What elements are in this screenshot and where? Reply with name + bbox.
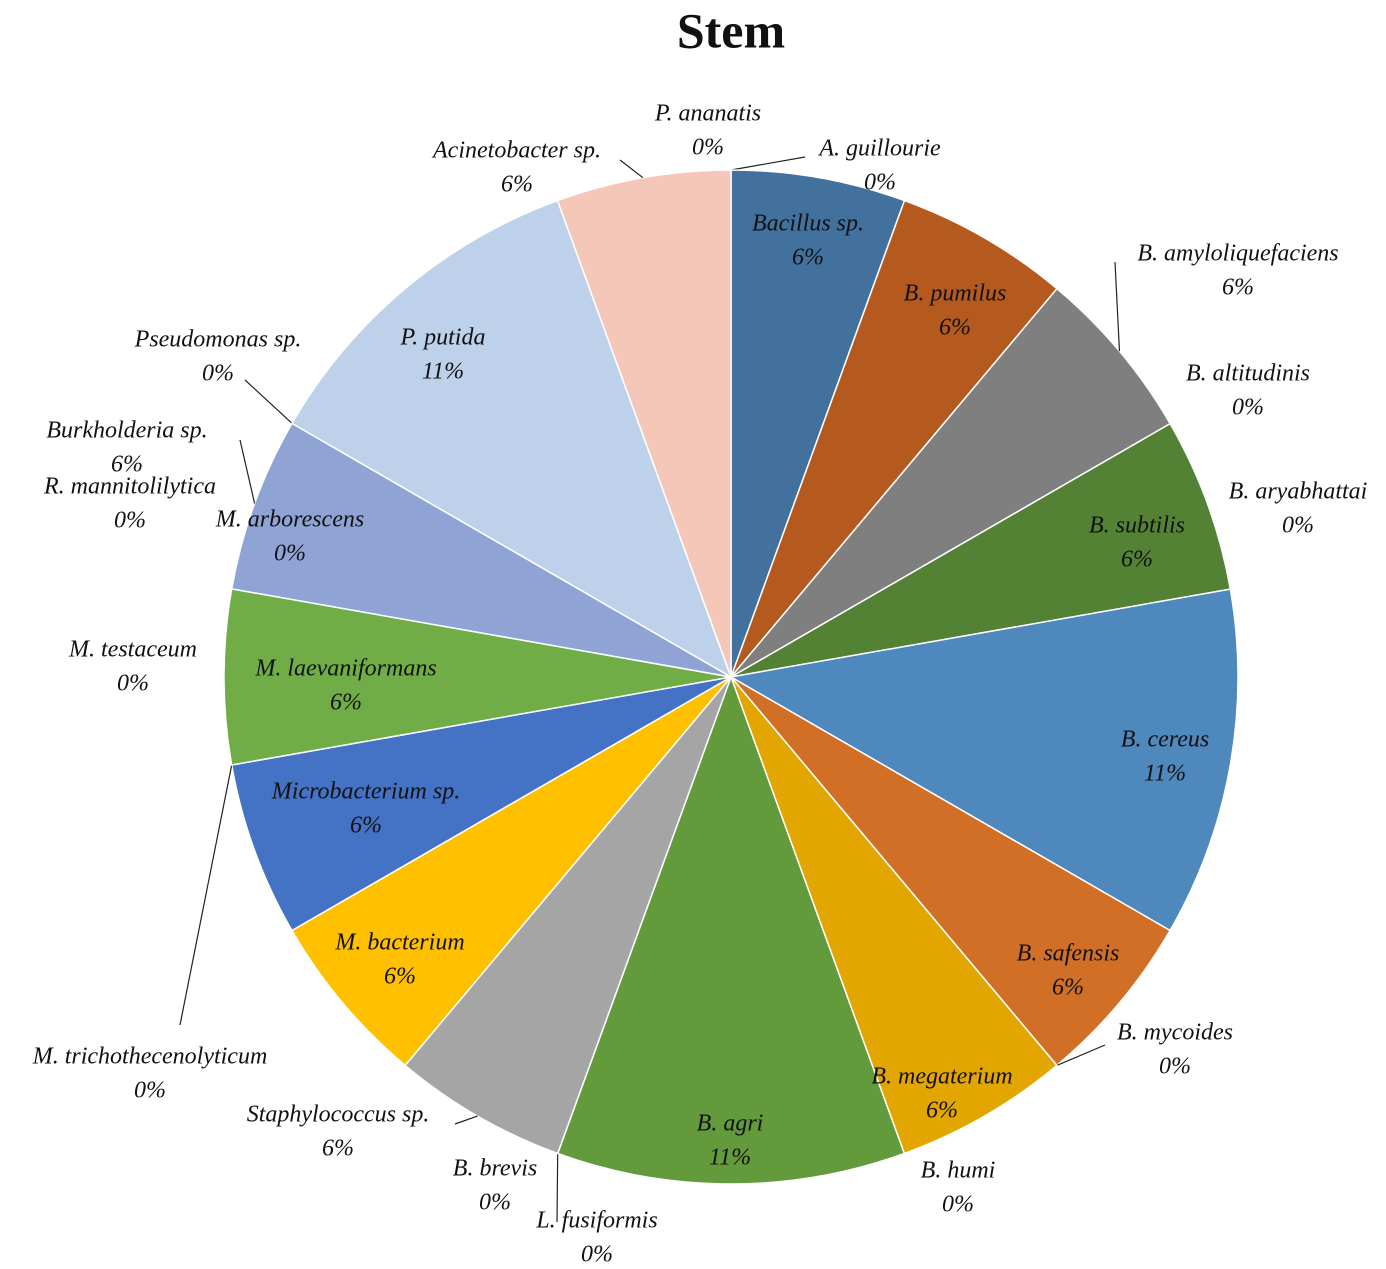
- slice-value-label: 6%: [330, 690, 362, 716]
- slice-value-label: 0%: [202, 361, 234, 387]
- slice-label: B. humi: [921, 1158, 996, 1184]
- slice-label: L. fusiformis: [535, 1208, 657, 1234]
- slice-label: M. testaceum: [68, 637, 197, 663]
- slice-label: M. bacterium: [334, 930, 464, 956]
- slice-value-label: 6%: [926, 1098, 958, 1124]
- pie-slice: [290, 199, 733, 679]
- slice-label: B. safensis: [1017, 941, 1120, 967]
- slice-label: Burkholderia sp.: [46, 418, 207, 444]
- slice-value-label: 6%: [939, 315, 971, 341]
- slice-value-label: 11%: [709, 1145, 751, 1171]
- slice-value-label: 0%: [692, 135, 724, 161]
- leader-line: [556, 1153, 559, 1223]
- slice-value-label: 0%: [864, 170, 896, 196]
- slice-value-label: 6%: [501, 172, 533, 198]
- slice-value-label: 6%: [350, 813, 382, 839]
- slice-value-label: 0%: [1159, 1054, 1191, 1080]
- leader-line: [619, 159, 644, 179]
- leader-line: [179, 764, 233, 1026]
- slice-value-label: 0%: [1282, 513, 1314, 539]
- slice-label: B. altitudinis: [1186, 361, 1310, 387]
- slice-value-label: 0%: [942, 1192, 974, 1218]
- slice-label: P. ananatis: [654, 101, 761, 127]
- pie-slice: [730, 422, 1232, 678]
- pie-slice: [223, 587, 732, 766]
- chart-title: Stem: [677, 2, 785, 58]
- pie-slice: [730, 676, 1058, 1155]
- slice-value-label: 11%: [422, 359, 464, 385]
- pie-slice: [556, 169, 732, 678]
- leader-line: [730, 156, 806, 171]
- slice-label: B. aryabhattai: [1229, 479, 1368, 505]
- slice-label: M. arborescens: [215, 507, 364, 533]
- leader-line: [244, 379, 293, 424]
- pie-slice: [730, 676, 1172, 1067]
- pie-slice: [556, 674, 906, 1185]
- slice-value-label: 0%: [117, 671, 149, 697]
- slice-label: B. amyloliquefaciens: [1137, 241, 1338, 267]
- pie-slice: [730, 169, 906, 678]
- slice-label: P. putida: [400, 325, 486, 351]
- slice-value-label: 0%: [274, 541, 306, 567]
- slice-value-label: 0%: [134, 1078, 166, 1104]
- leader-line: [454, 1115, 478, 1125]
- pie-slice: [290, 676, 732, 1067]
- slice-value-label: 0%: [114, 508, 146, 534]
- slice-value-label: 6%: [111, 452, 143, 478]
- slice-label: B. brevis: [453, 1156, 537, 1182]
- slice-label: M. trichothecenolyticum: [32, 1044, 268, 1070]
- slice-label: B. subtilis: [1089, 513, 1185, 539]
- pie-slice: [728, 588, 1239, 932]
- slice-label: Pseudomonas sp.: [134, 327, 302, 353]
- slice-label: Staphylococcus sp.: [247, 1102, 430, 1128]
- slice-label: B. mycoides: [1117, 1020, 1233, 1046]
- slice-value-label: 0%: [581, 1242, 613, 1268]
- slice-value-label: 6%: [322, 1136, 354, 1162]
- slice-label: B. megaterium: [871, 1064, 1012, 1090]
- slice-value-label: 6%: [1052, 975, 1084, 1001]
- slice-value-label: 11%: [1144, 761, 1186, 787]
- leader-line: [1114, 261, 1121, 352]
- slice-label: Bacillus sp.: [752, 211, 864, 237]
- slice-value-label: 6%: [1121, 547, 1153, 573]
- slice-label: B. agri: [697, 1111, 764, 1137]
- slice-value-label: 6%: [384, 964, 416, 990]
- slice-value-label: 0%: [1232, 395, 1264, 421]
- slice-value-label: 6%: [1222, 275, 1254, 301]
- leader-line: [239, 439, 256, 504]
- slice-label: B. pumilus: [904, 281, 1007, 307]
- pie-slice: [730, 199, 1059, 678]
- slice-label: M. laevaniformans: [254, 656, 436, 682]
- slice-value-label: 0%: [479, 1190, 511, 1216]
- slice-value-label: 6%: [792, 245, 824, 271]
- leader-line: [1056, 1044, 1106, 1066]
- slice-label: Acinetobacter sp.: [431, 138, 601, 164]
- pie-slice: [230, 676, 732, 932]
- slice-label: B. cereus: [1121, 727, 1209, 753]
- slice-label: A. guillourie: [817, 136, 941, 162]
- slice-label: Microbacterium sp.: [271, 779, 460, 805]
- pie-slice: [230, 422, 732, 678]
- slice-label: R. mannitolilytica: [43, 474, 216, 500]
